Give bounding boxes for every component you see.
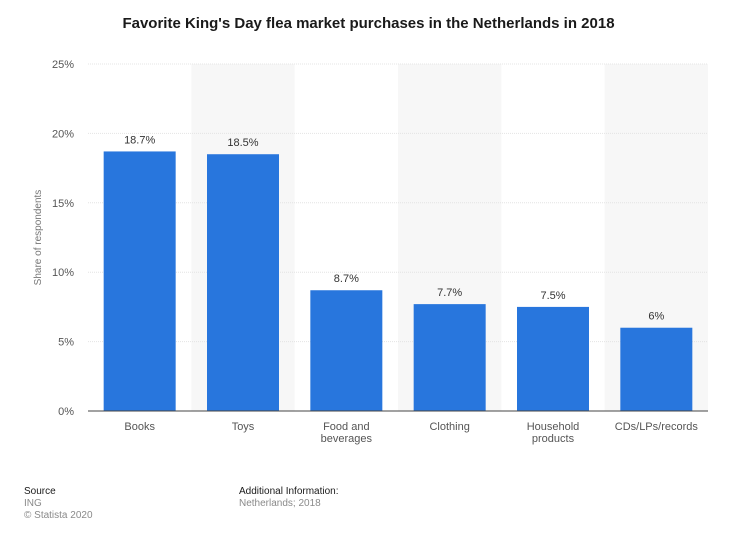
info-heading: Additional Information: (239, 486, 339, 497)
y-tick-label: 15% (52, 198, 74, 210)
x-tick-label: Food and beverages (321, 421, 373, 445)
source-name: ING (24, 498, 42, 509)
y-tick-label: 0% (58, 406, 74, 418)
x-tick-label: CDs/LPs/records (615, 421, 699, 433)
additional-info-block: Additional Information: Netherlands; 201… (239, 486, 339, 510)
bar-cds-lps-records[interactable] (620, 327, 693, 411)
info-text: Netherlands; 2018 (239, 498, 321, 509)
x-tick-label: Toys (232, 421, 255, 433)
y-tick-label: 5% (58, 337, 74, 349)
x-tick-label: Clothing (429, 421, 469, 433)
copyright: © Statista 2020 (24, 510, 93, 521)
source-heading: Source (24, 486, 56, 497)
value-labels: 18.7% 18.5% 8.7% 7.7% 7.5% 6% (124, 134, 664, 322)
y-tick-label: 25% (52, 59, 74, 71)
bar-clothing[interactable] (413, 304, 486, 411)
y-axis-label: Share of respondents (33, 190, 44, 286)
x-axis-labels: Books Toys Food and beverages Clothing Househ… (124, 421, 698, 445)
value-label: 18.5% (227, 137, 258, 149)
x-tick-label: Books (124, 421, 155, 433)
value-label: 6% (648, 311, 664, 323)
y-tick-label: 20% (52, 128, 74, 140)
value-label: 18.7% (124, 134, 155, 146)
bar-food-and-beverages[interactable] (310, 290, 383, 411)
bar-household-products[interactable] (517, 306, 589, 411)
x-tick-label: Household products (527, 421, 580, 445)
y-axis-ticks: 0% 5% 10% 15% 20% 25% (52, 59, 74, 418)
chart-title: Favorite King's Day flea market purchase… (122, 15, 615, 32)
value-label: 7.7% (437, 287, 462, 299)
value-label: 8.7% (334, 273, 359, 285)
y-tick-label: 10% (52, 267, 74, 279)
source-block: Source ING © Statista 2020 (24, 486, 93, 522)
bars (103, 151, 693, 411)
bar-chart: 0% 5% 10% 15% 20% 25% 18.7% 18.5% 8.7% 7.7% 7.5% 6… (33, 59, 708, 445)
bar-toys[interactable] (207, 154, 279, 411)
gridlines (88, 63, 708, 343)
value-label: 7.5% (540, 290, 565, 302)
bar-books[interactable] (103, 151, 176, 411)
